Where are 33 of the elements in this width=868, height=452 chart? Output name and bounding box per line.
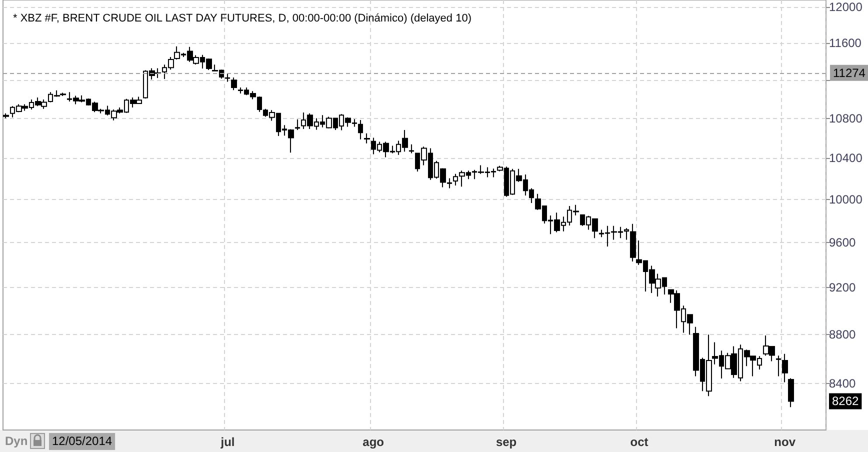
- candlestick: [225, 72, 230, 82]
- y-tick-label: 9200: [829, 280, 856, 295]
- y-tick-label: 10800: [829, 111, 863, 126]
- candlestick: [409, 144, 414, 154]
- candlestick: [3, 112, 9, 119]
- x-tick-label: nov: [774, 435, 796, 449]
- candlestick: [788, 378, 794, 408]
- ref-line-label: 11274: [833, 66, 866, 80]
- x-tick-label: oct: [630, 435, 648, 449]
- y-tick-label: 9600: [829, 236, 856, 250]
- candlestick: [295, 118, 300, 130]
- x-tick-label: jul: [220, 435, 235, 449]
- y-tick-label: 8400: [829, 376, 856, 391]
- candlestick: [60, 92, 66, 97]
- candlestick: [364, 132, 370, 144]
- candlestick: [447, 178, 452, 189]
- y-tick-label: 8800: [829, 328, 856, 342]
- candlestick: [776, 355, 781, 377]
- candlestick: [630, 223, 636, 262]
- text: 8262: [832, 394, 860, 408]
- y-tick-label: 11600: [829, 36, 862, 50]
- text: Dyn: [5, 434, 28, 448]
- text: 12/05/2014: [52, 434, 112, 448]
- x-tick-label: sep: [496, 435, 517, 449]
- y-tick-label: 12000: [829, 0, 863, 14]
- text: * XBZ #F, BRENT CRUDE OIL LAST DAY FUTURES, D, 00:00-00:00 (Dinámico) (delayed 10): [13, 12, 472, 24]
- candlestick: [624, 228, 629, 240]
- candlestick: [782, 353, 788, 383]
- y-tick-label: 10000: [829, 192, 863, 207]
- candlestick: [231, 77, 237, 91]
- y-tick-label: 10400: [829, 151, 863, 166]
- candlestick: [358, 120, 363, 140]
- x-tick-label: ago: [362, 435, 384, 449]
